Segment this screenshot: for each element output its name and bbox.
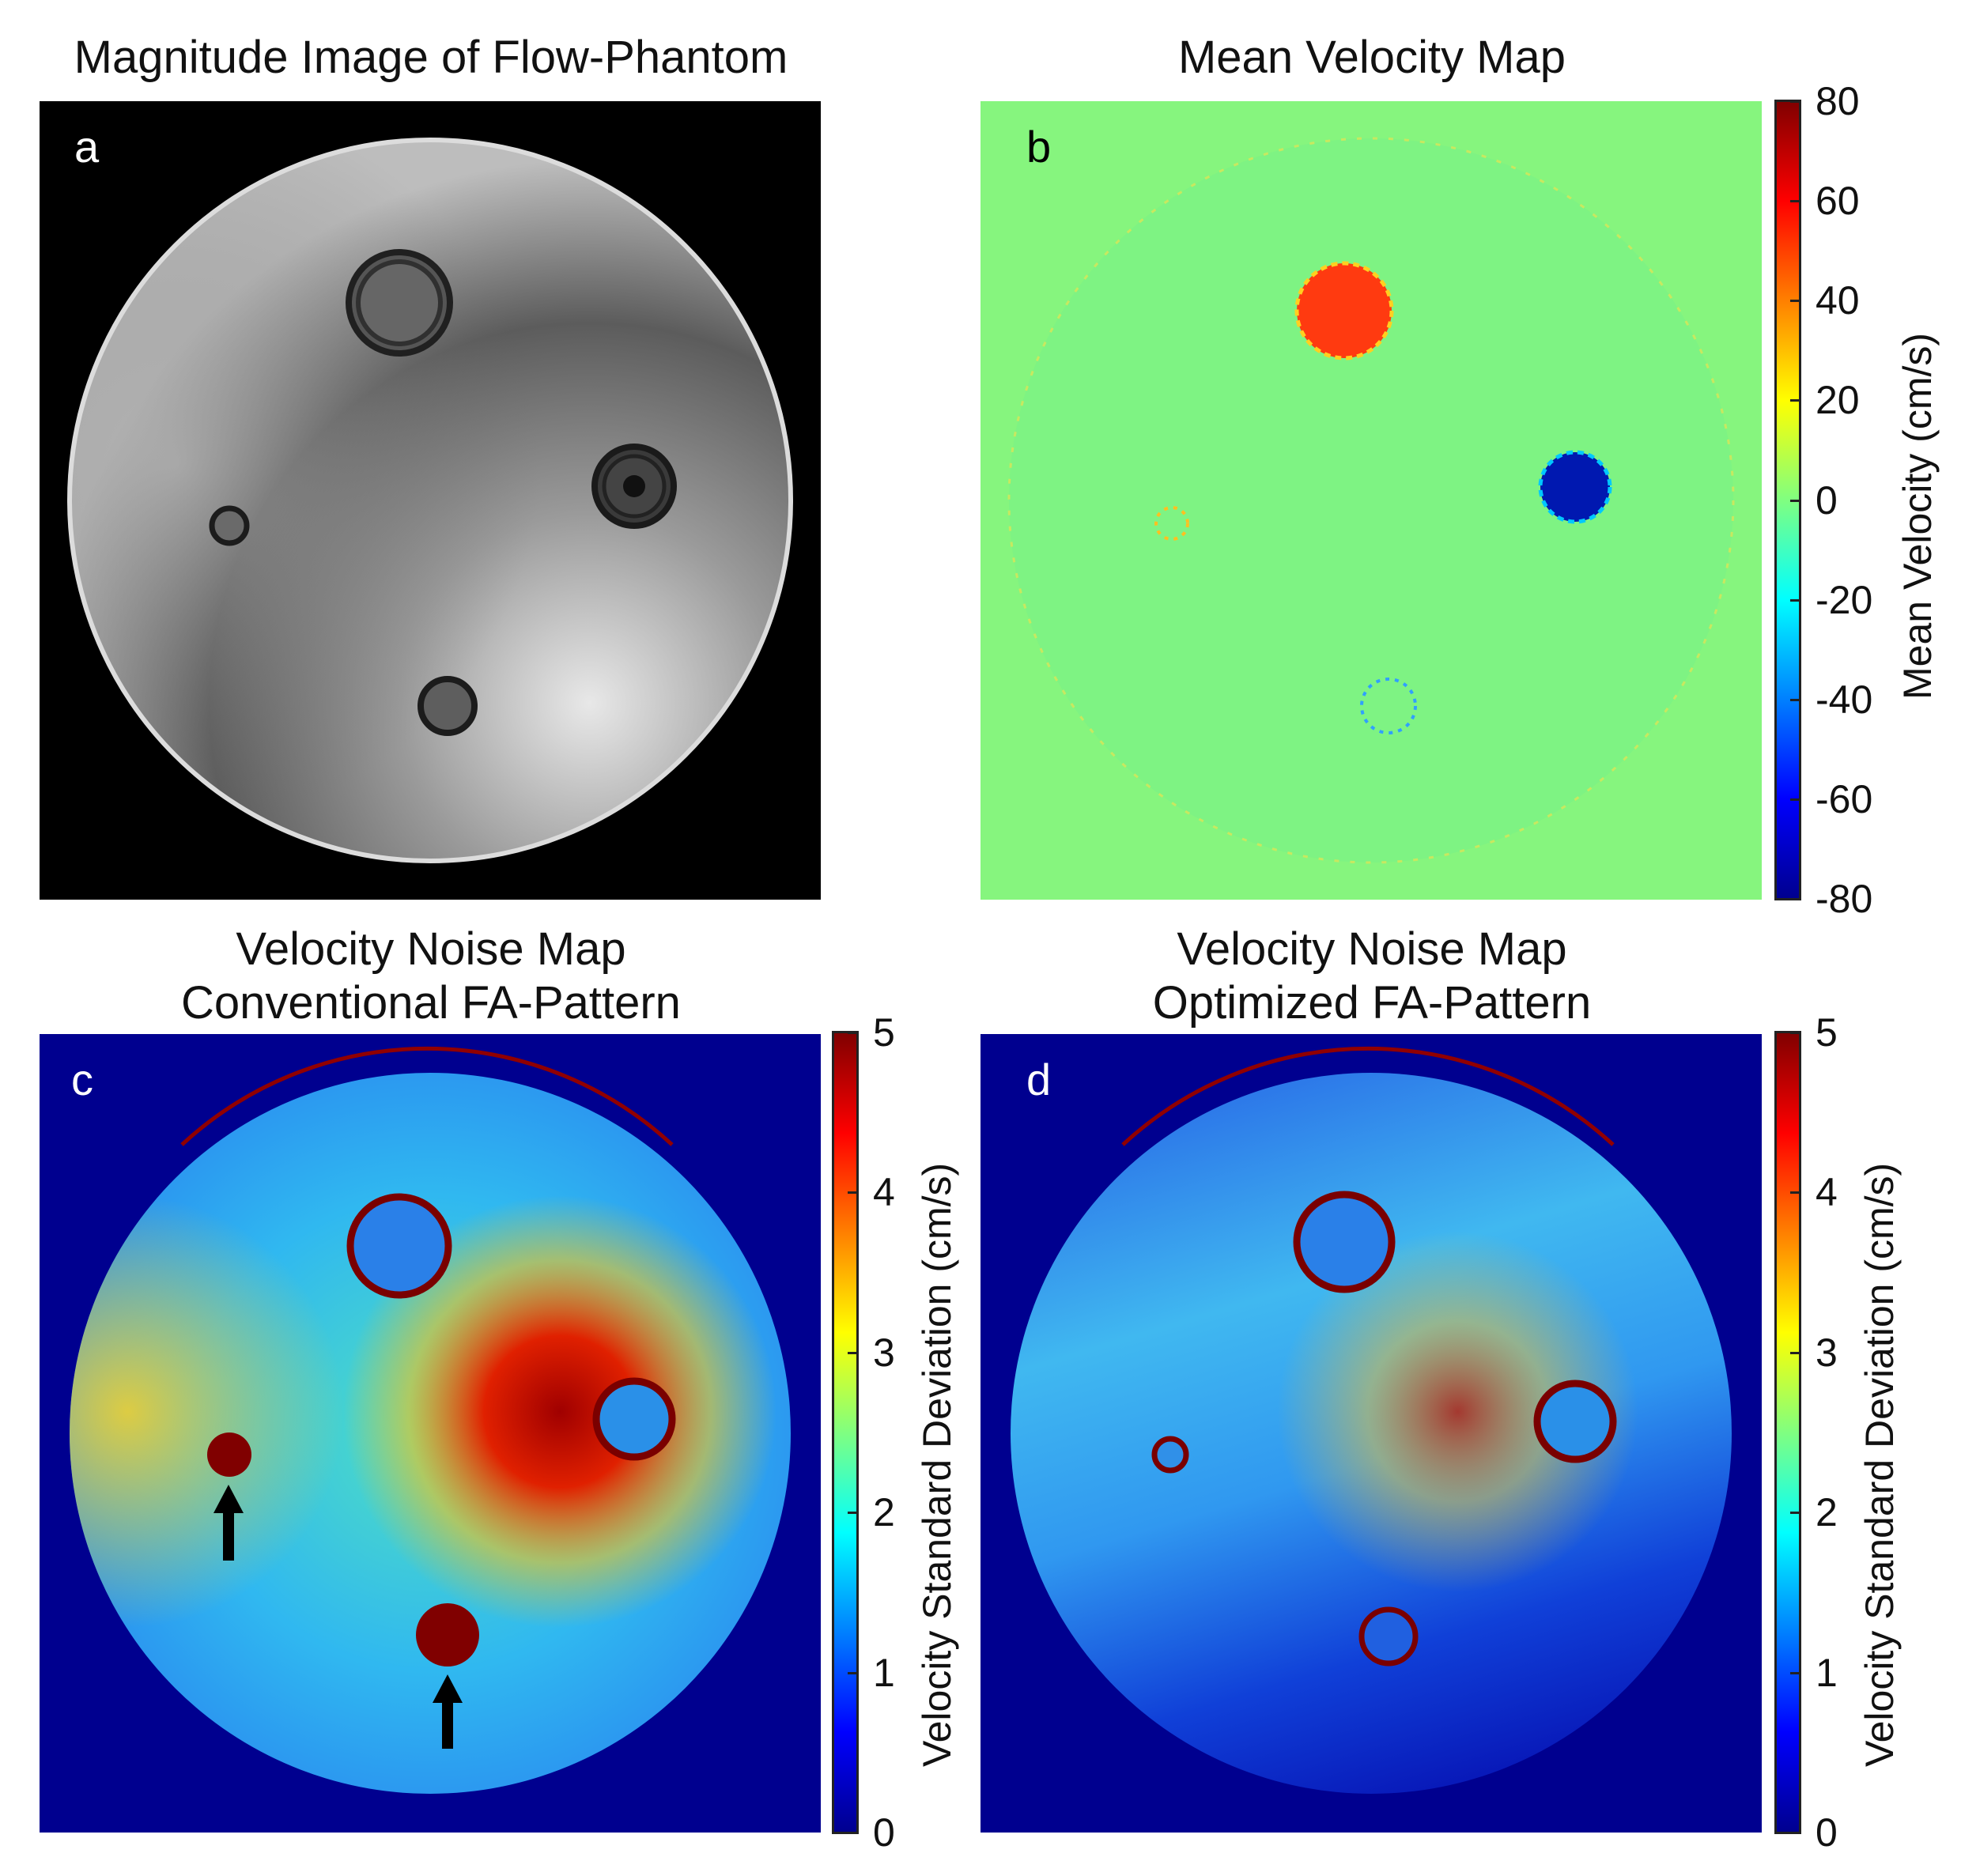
panel-b-velocity-map: b (980, 101, 1762, 900)
colorbar-tick-mark (848, 1191, 859, 1195)
panel-b-title: Mean Velocity Map (1177, 32, 1566, 83)
colorbar-tick-label: 1 (1816, 1650, 1838, 1695)
colorbar-tick-mark (1790, 399, 1801, 402)
colorbar-tick-mark (1790, 898, 1801, 900)
arrow-bottom (433, 1674, 463, 1749)
colorbar-tick-label: 0 (1816, 1810, 1838, 1855)
colorbar-tick-mark (848, 1351, 859, 1354)
colorbar-tick-label: 80 (1816, 79, 1860, 123)
colorbar-tick-label: 20 (1816, 378, 1860, 423)
colorbar-tick-label: 5 (873, 1010, 895, 1055)
noise-d-insert-left (1151, 1436, 1189, 1474)
insert-bottom (418, 676, 478, 736)
panel-b-label: b (1026, 122, 1052, 172)
colorbar-tick-label: 3 (873, 1330, 895, 1375)
panel-c-noise-map: c (40, 1034, 821, 1833)
colorbar-tick-mark (1790, 698, 1801, 701)
flow-insert-small-left (1154, 506, 1189, 541)
noise-insert-left-filled (207, 1432, 251, 1477)
colorbar-tick-mark (1790, 798, 1801, 801)
colorbar-tick-label: 4 (1816, 1170, 1838, 1215)
noise-d-insert-bottom (1358, 1606, 1419, 1667)
noise-insert-right (592, 1377, 676, 1461)
insert-top (346, 249, 453, 357)
colorbar-tick-mark (1790, 1351, 1801, 1354)
colorbar-tick-mark (1790, 1832, 1801, 1834)
panel-d-title-line1: Velocity Noise Map (1177, 923, 1567, 975)
insert-right (591, 444, 677, 529)
noise-insert-top (346, 1193, 452, 1299)
colorbar-c (832, 1031, 859, 1834)
panel-d-noise-map: d (980, 1034, 1762, 1833)
colorbar-tick-mark (848, 1832, 859, 1834)
colorbar-tick-label: -80 (1816, 877, 1873, 921)
colorbar-d-label: Velocity Standard Deviation (cm/s) (1857, 1162, 1902, 1767)
panel-a-magnitude-image: a (40, 101, 821, 900)
colorbar-tick-label: 40 (1816, 278, 1860, 323)
colorbar-tick-mark (1790, 300, 1801, 303)
colorbar-tick-label: -60 (1816, 776, 1873, 821)
colorbar-tick-label: 4 (873, 1170, 895, 1215)
colorbar-tick-mark (1790, 1191, 1801, 1195)
insert-left (209, 505, 250, 546)
panel-c-title-line2: Conventional FA-Pattern (181, 977, 681, 1029)
panel-a-title: Magnitude Image of Flow-Phantom (74, 32, 788, 83)
panel-c-label: c (71, 1055, 93, 1104)
colorbar-tick-mark (1790, 1671, 1801, 1674)
colorbar-tick-label: 3 (1816, 1330, 1838, 1375)
colorbar-tick-label: 60 (1816, 179, 1860, 224)
panel-d-label: d (1026, 1055, 1052, 1104)
colorbar-d (1774, 1031, 1801, 1834)
colorbar-tick-mark (848, 1671, 859, 1674)
colorbar-tick-mark (1790, 499, 1801, 502)
arrow-left (213, 1485, 244, 1561)
panel-d-title-line2: Optimized FA-Pattern (1152, 977, 1592, 1029)
colorbar-tick-label: -40 (1816, 677, 1873, 722)
colorbar-tick-label: -20 (1816, 577, 1873, 622)
noise-insert-bottom-filled (416, 1603, 479, 1667)
colorbar-tick-mark (1790, 100, 1801, 103)
colorbar-tick-mark (1790, 1032, 1801, 1034)
colorbar-tick-label: 2 (873, 1490, 895, 1535)
colorbar-b-label: Mean Velocity (cm/s) (1895, 332, 1940, 700)
colorbar-c-label: Velocity Standard Deviation (cm/s) (915, 1162, 959, 1767)
noise-d-insert-top (1293, 1191, 1396, 1293)
colorbar-tick-label: 0 (1816, 477, 1838, 523)
colorbar-tick-label: 5 (1816, 1010, 1838, 1055)
colorbar-tick-mark (1790, 598, 1801, 602)
colorbar-tick-mark (1790, 200, 1801, 203)
flow-insert-negative (1538, 450, 1612, 524)
flow-insert-positive (1294, 261, 1394, 360)
colorbar-tick-mark (848, 1512, 859, 1515)
panel-a-label: a (74, 122, 100, 172)
colorbar-tick-mark (1790, 1512, 1801, 1515)
colorbar-tick-mark (848, 1032, 859, 1034)
panel-c-title-line1: Velocity Noise Map (236, 923, 626, 975)
colorbar-tick-label: 2 (1816, 1490, 1838, 1535)
colorbar-tick-label: 1 (873, 1650, 895, 1695)
flow-insert-small-bottom (1360, 678, 1417, 734)
noise-d-insert-right (1533, 1380, 1617, 1463)
colorbar-tick-label: 0 (873, 1810, 895, 1855)
